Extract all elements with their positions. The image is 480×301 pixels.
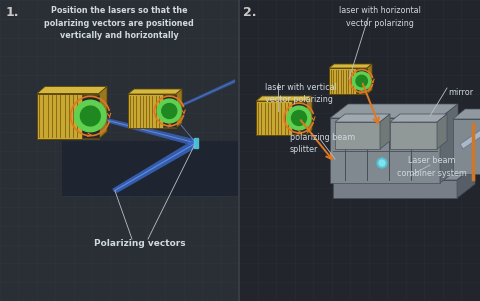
Circle shape <box>74 100 106 132</box>
Text: Laser beam
combiner system: Laser beam combiner system <box>397 156 467 178</box>
Polygon shape <box>256 96 312 101</box>
Text: laser with vertical
vector polarizing: laser with vertical vector polarizing <box>265 83 337 104</box>
Circle shape <box>287 106 311 130</box>
Polygon shape <box>333 166 475 180</box>
Polygon shape <box>90 114 198 146</box>
Polygon shape <box>356 69 367 93</box>
Circle shape <box>157 99 181 123</box>
Polygon shape <box>169 79 235 113</box>
Polygon shape <box>367 64 372 94</box>
Polygon shape <box>440 104 458 183</box>
Circle shape <box>291 110 307 126</box>
Text: mirror: mirror <box>448 88 473 97</box>
Polygon shape <box>437 114 447 149</box>
Bar <box>239 0 480 301</box>
Polygon shape <box>453 119 480 174</box>
Polygon shape <box>112 140 199 193</box>
Polygon shape <box>37 94 99 138</box>
Circle shape <box>356 75 367 87</box>
Bar <box>194 138 198 148</box>
Polygon shape <box>292 102 306 134</box>
Polygon shape <box>82 95 99 138</box>
Polygon shape <box>99 86 107 138</box>
Polygon shape <box>333 180 457 198</box>
Text: 2.: 2. <box>243 6 256 19</box>
Polygon shape <box>329 64 372 68</box>
Polygon shape <box>169 110 197 145</box>
Polygon shape <box>62 141 238 196</box>
Polygon shape <box>37 86 107 94</box>
Circle shape <box>81 106 100 126</box>
Polygon shape <box>330 104 458 118</box>
Text: Position the lasers so that the
polarizing vectors are positioned
vertically and: Position the lasers so that the polarizi… <box>44 6 194 40</box>
Polygon shape <box>390 122 437 149</box>
Text: Polarizing vectors: Polarizing vectors <box>94 239 186 248</box>
Polygon shape <box>128 89 182 94</box>
Polygon shape <box>460 129 480 149</box>
Polygon shape <box>390 114 447 122</box>
Polygon shape <box>335 114 390 122</box>
Polygon shape <box>176 89 182 128</box>
Text: laser with horizontal
vector polarizing: laser with horizontal vector polarizing <box>339 6 421 27</box>
Circle shape <box>379 160 385 166</box>
Polygon shape <box>330 118 440 183</box>
Polygon shape <box>256 101 306 135</box>
Circle shape <box>162 104 177 119</box>
Polygon shape <box>335 122 380 149</box>
Bar <box>0 0 239 301</box>
Polygon shape <box>457 166 475 198</box>
Text: 1.: 1. <box>6 6 20 19</box>
Polygon shape <box>329 68 367 94</box>
Circle shape <box>353 72 371 90</box>
Polygon shape <box>128 94 176 128</box>
Polygon shape <box>380 114 390 149</box>
Circle shape <box>377 158 387 168</box>
Polygon shape <box>453 109 480 119</box>
Text: polarizing beam
splitter: polarizing beam splitter <box>290 133 355 154</box>
Polygon shape <box>163 95 176 127</box>
Polygon shape <box>306 96 312 135</box>
